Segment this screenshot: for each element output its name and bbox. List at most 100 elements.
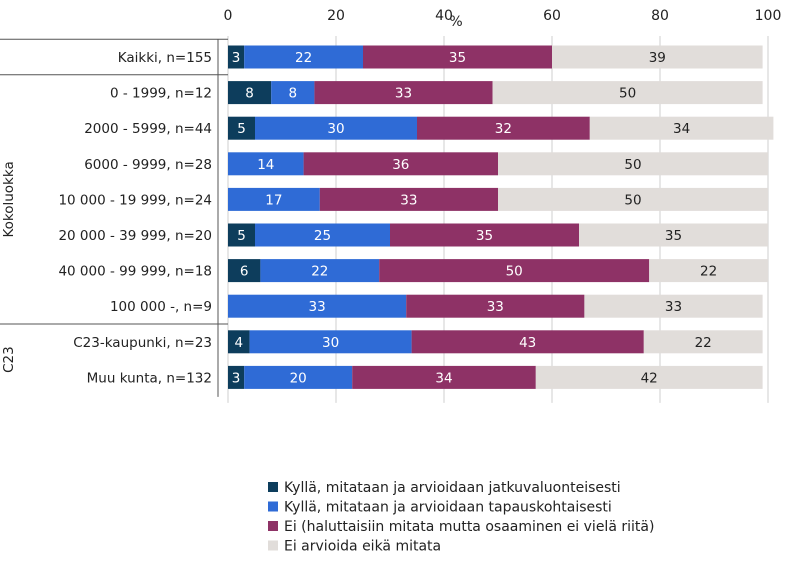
bar-segment	[260, 259, 380, 283]
bar-segment	[228, 116, 255, 140]
bar-segment	[228, 330, 250, 354]
bar-segment	[255, 116, 417, 140]
bar-segment	[228, 259, 261, 283]
data-label: 50	[624, 192, 641, 208]
x-axis: 0 20 40 60 80 100%	[224, 8, 782, 30]
bar-segment	[228, 81, 272, 105]
data-label: 33	[309, 299, 326, 315]
bar-segment	[535, 365, 763, 389]
category-label: 2000 - 5999, n=44	[84, 121, 212, 137]
data-label: 43	[519, 335, 536, 351]
bar-segment	[363, 45, 552, 69]
bar-segment	[649, 259, 768, 283]
legend-swatch	[268, 540, 278, 551]
bar-segment	[589, 116, 774, 140]
bar-segment	[579, 223, 768, 247]
legend-swatch	[268, 521, 278, 531]
bar-segment	[228, 187, 320, 211]
bar-segment	[552, 45, 763, 69]
x-tick-label: 80	[651, 8, 669, 24]
data-label: 30	[327, 121, 344, 137]
bar-segment	[643, 330, 763, 354]
data-label: 33	[400, 192, 417, 208]
data-label: 50	[506, 264, 523, 280]
bar-segment	[244, 365, 353, 389]
legend: Kyllä, mitataan ja arvioidaan jatkuvaluo…	[268, 480, 654, 555]
legend-label: Ei arvioida eikä mitata	[284, 539, 441, 555]
category-label: 6000 - 9999, n=28	[84, 157, 212, 173]
data-label: 8	[245, 86, 254, 102]
bar-segment	[303, 152, 498, 176]
bar-segment	[584, 294, 763, 318]
bar-segment	[498, 187, 768, 211]
data-label: 32	[495, 121, 512, 137]
bar-segment	[228, 365, 245, 389]
data-label: 33	[487, 299, 504, 315]
bar-segment	[390, 223, 579, 247]
bar-segment	[314, 81, 493, 105]
data-label: 8	[289, 86, 298, 102]
data-label: 33	[395, 86, 412, 102]
data-label: 35	[449, 50, 466, 66]
data-label: 14	[257, 157, 274, 173]
bar-segment	[249, 330, 412, 354]
bar-segment	[255, 223, 390, 247]
data-label: 34	[673, 121, 690, 137]
data-label: 5	[237, 121, 246, 137]
category-label: 10 000 - 19 999, n=24	[58, 192, 212, 208]
category-label: Muu kunta, n=132	[87, 370, 212, 386]
category-label: Kaikki, n=155	[118, 50, 212, 66]
category-label: C23-kaupunki, n=23	[73, 335, 212, 351]
x-tick-label: 20	[327, 8, 345, 24]
bar-segment	[492, 81, 763, 105]
data-label: 50	[619, 86, 636, 102]
legend-swatch	[268, 501, 278, 512]
legend-label: Kyllä, mitataan ja arvioidaan jatkuvaluo…	[284, 480, 621, 496]
x-tick-label: 40	[435, 8, 453, 24]
legend-label: Kyllä, mitataan ja arvioidaan tapauskoht…	[284, 500, 612, 516]
data-label: 4	[235, 335, 244, 351]
data-label: 39	[649, 50, 666, 66]
bar-segment	[379, 259, 650, 283]
legend-swatch	[268, 482, 278, 492]
data-label: 50	[624, 157, 641, 173]
data-label: 17	[265, 192, 282, 208]
x-tick-label: 60	[543, 8, 561, 24]
data-label: 22	[695, 335, 712, 351]
data-label: 25	[314, 228, 331, 244]
data-label: 22	[311, 264, 328, 280]
data-label: 35	[476, 228, 493, 244]
data-label: 30	[322, 335, 339, 351]
bar-segment	[228, 152, 304, 176]
group-label: C23	[1, 346, 17, 373]
bar-segment	[417, 116, 590, 140]
category-label: 20 000 - 39 999, n=20	[58, 228, 212, 244]
category-label: 0 - 1999, n=12	[110, 86, 212, 102]
bar-segment	[411, 330, 644, 354]
bar-segment	[271, 81, 315, 105]
data-label: 20	[290, 370, 307, 386]
x-tick-label: 0	[224, 8, 233, 24]
group-label: Kokoluokka	[1, 161, 17, 237]
category-label: 100 000 -, n=9	[110, 299, 212, 315]
data-label: 3	[232, 370, 241, 386]
bar-segment	[352, 365, 536, 389]
bar-segment	[244, 45, 363, 69]
bar-segment	[406, 294, 585, 318]
data-label: 35	[665, 228, 682, 244]
x-tick-label: 100	[755, 8, 782, 24]
category-label: 40 000 - 99 999, n=18	[58, 264, 212, 280]
legend-label: Ei (haluttaisiin mitata mutta osaaminen …	[284, 519, 654, 535]
data-label: 6	[240, 264, 249, 280]
bar-segment	[228, 223, 255, 247]
category-axis: Kaikki, n=155 0 - 1999, n=12 2000 - 5999, …	[0, 38, 228, 397]
data-label: 3	[232, 50, 241, 66]
x-axis-unit: %	[449, 14, 462, 30]
data-label: 22	[295, 50, 312, 66]
bar-segment	[228, 294, 407, 318]
data-label: 33	[665, 299, 682, 315]
data-label: 5	[237, 228, 246, 244]
data-label: 36	[392, 157, 409, 173]
